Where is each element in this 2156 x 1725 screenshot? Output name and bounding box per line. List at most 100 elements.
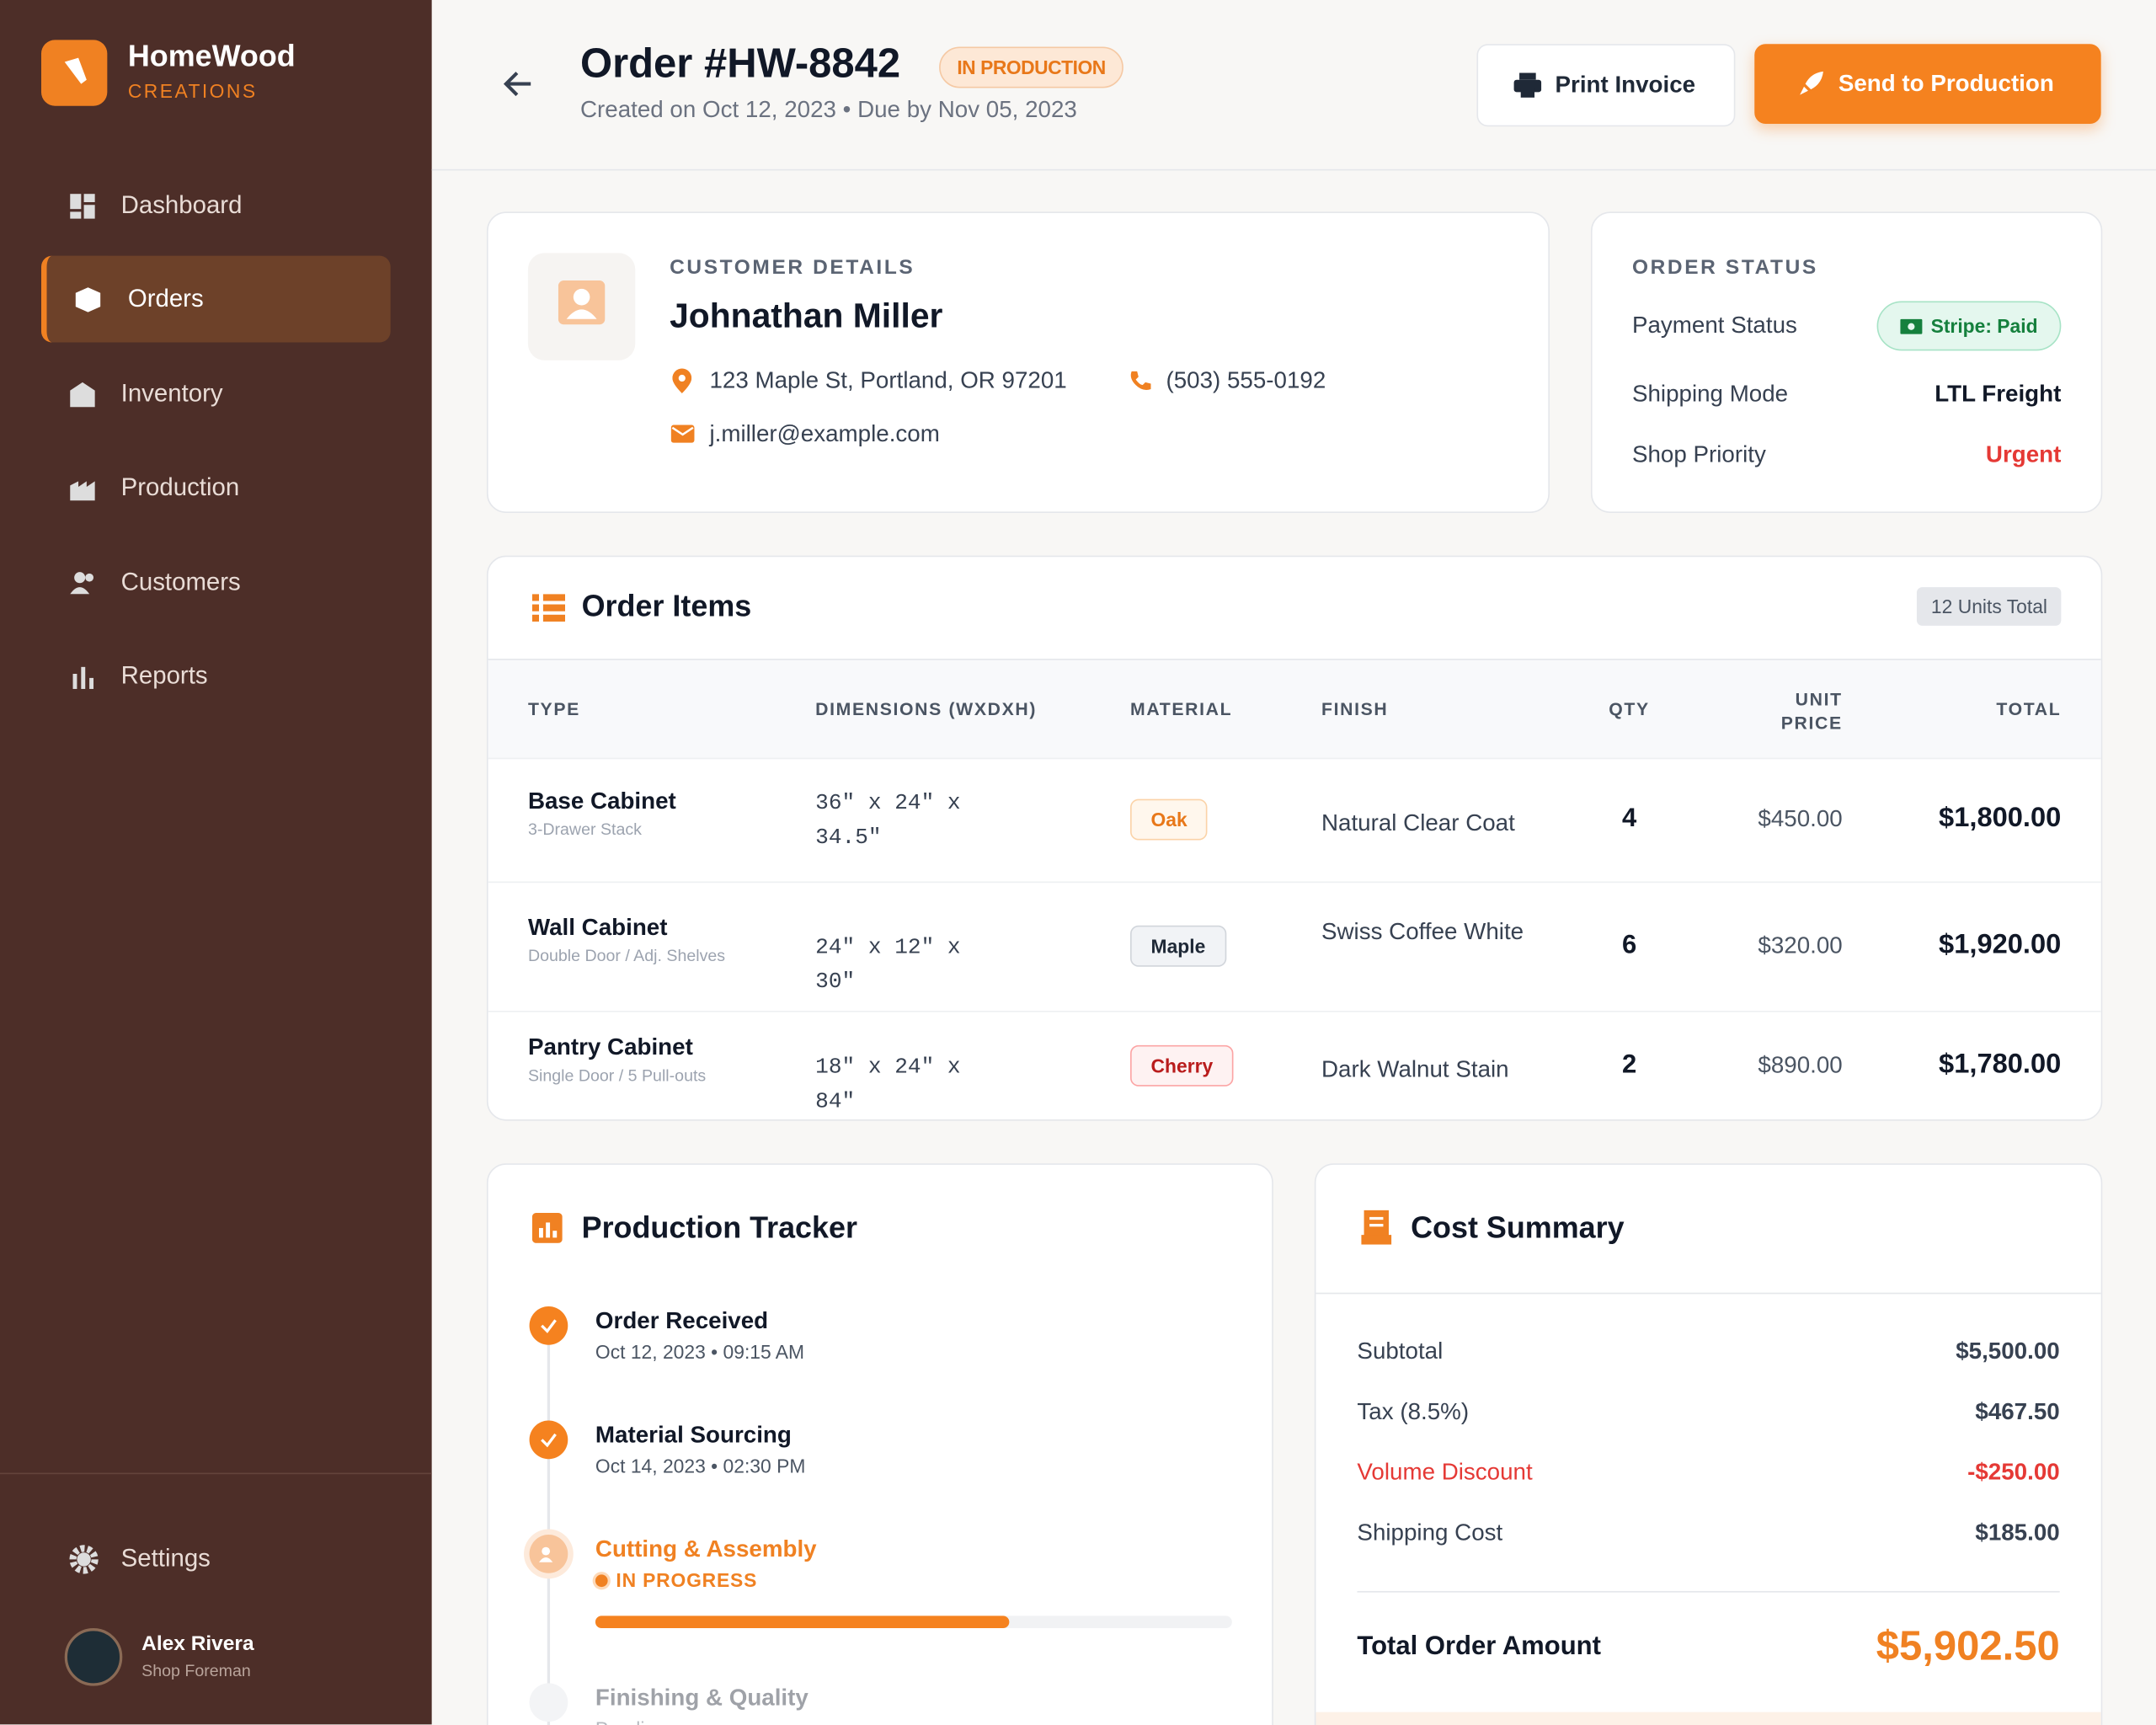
cost-label: Volume Discount	[1357, 1459, 1533, 1486]
nav-item[interactable]: Reports	[41, 633, 391, 719]
item-total: $1,920.00	[1939, 929, 2062, 960]
nav-item[interactable]: Inventory	[41, 350, 391, 437]
cost-label: Subtotal	[1357, 1338, 1444, 1365]
step-name: Material Sourcing	[595, 1422, 792, 1449]
step-done-icon	[529, 1306, 568, 1345]
step-done-icon	[529, 1420, 568, 1460]
step-status-text: IN PROGRESS	[616, 1568, 758, 1591]
column-header: UNIT PRICE	[1780, 688, 1843, 734]
nav-item[interactable]: Production	[41, 444, 391, 531]
send-button[interactable]: Send to Production	[1754, 44, 2101, 124]
step-name: Finishing & Quality	[595, 1684, 808, 1712]
total-label: Total Order Amount	[1357, 1632, 1601, 1662]
column-header: TYPE	[527, 698, 580, 719]
item-desc: 3-Drawer Stack	[527, 820, 642, 839]
item-type: Base Cabinet	[527, 788, 676, 814]
column-header: QTY	[1609, 698, 1650, 719]
item-unit-price: $320.00	[1758, 932, 1843, 959]
step: Material Sourcing Oct 14, 2023 • 02:30 PM	[595, 1422, 805, 1477]
item-desc: Double Door / Adj. Shelves	[527, 946, 726, 966]
customer-name: Johnathan Miller	[670, 296, 943, 336]
nav-label: Dashboard	[120, 190, 243, 219]
item-dims: 24" x 12" x 30"	[815, 935, 961, 995]
card-title: Cost Summary	[1411, 1210, 1625, 1245]
nav-label: Settings	[120, 1544, 211, 1573]
item-desc: Single Door / 5 Pull-outs	[527, 1065, 707, 1086]
user-name: Alex Rivera	[141, 1632, 254, 1656]
cost-row: Volume Discount -$250.00	[1357, 1459, 2059, 1487]
item-finish: Dark Walnut Stain	[1321, 1055, 1509, 1082]
status-label: Shipping Mode	[1631, 381, 1789, 408]
status-value: LTL Freight	[1935, 381, 2062, 408]
back-button[interactable]	[503, 69, 534, 99]
cost-summary-card: Cost Summary Subtotal $5,500.00 Tax (8.5%…	[1314, 1163, 2103, 1725]
step-active-icon	[529, 1535, 568, 1573]
nav-item[interactable]: Customers	[41, 539, 391, 626]
item-qty: 2	[1622, 1050, 1637, 1080]
step-time: Oct 14, 2023 • 02:30 PM	[595, 1455, 806, 1477]
subtitle: Created on Oct 12, 2023 • Due by Nov 05,…	[579, 96, 1077, 123]
cost-value: $467.50	[1975, 1398, 2060, 1425]
cost-label: Shipping Cost	[1357, 1519, 1503, 1546]
item-finish: Swiss Coffee White	[1321, 918, 1524, 945]
step: Finishing & Quality Pending	[595, 1685, 808, 1725]
cost-value: -$250.00	[1967, 1459, 2060, 1486]
cost-value: $5,500.00	[1956, 1338, 2060, 1365]
units-badge: 12 Units Total	[1917, 587, 2062, 626]
user-role: Shop Foreman	[141, 1661, 251, 1681]
phone: (503) 555-0192	[1166, 366, 1326, 393]
table-header: TYPE DIMENSIONS (WXDXH) MATERIAL FINISH …	[488, 659, 2101, 760]
item-dims: 36" x 24" x 34.5"	[815, 790, 961, 850]
customer-card: CUSTOMER DETAILS Johnathan Miller 123 Ma…	[486, 211, 1550, 513]
table-row: Wall Cabinet Double Door / Adj. Shelves 24…	[488, 881, 2101, 1012]
divider	[0, 1472, 432, 1475]
column-header: FINISH	[1321, 698, 1389, 719]
timeline-line	[547, 1327, 551, 1725]
card-title: Production Tracker	[581, 1210, 857, 1245]
step-pending-icon	[529, 1683, 568, 1722]
sidebar: HomeWood CREATIONS Dashboard Orders Inve…	[0, 0, 432, 1725]
status-label: Shop Priority	[1631, 441, 1766, 468]
page-title: Order #HW-8842	[579, 40, 901, 87]
button-label: Print Invoice	[1555, 71, 1696, 98]
nav-label: Reports	[120, 661, 208, 689]
item-finish: Natural Clear Coat	[1321, 809, 1515, 836]
item-total: $1,800.00	[1939, 803, 2062, 834]
status-label: Payment Status	[1631, 312, 1797, 339]
status-badge: IN PRODUCTION	[939, 46, 1124, 88]
nav-item[interactable]: Settings	[41, 1515, 391, 1602]
nav-label: Customers	[120, 568, 241, 595]
material-chip: Cherry	[1130, 1044, 1234, 1087]
divider	[1357, 1590, 2060, 1593]
progress-bar	[595, 1616, 1010, 1629]
order-items-card: Order Items 12 Units Total TYPE DIMENSIO…	[486, 555, 2103, 1121]
card-title: Order Items	[581, 588, 752, 623]
column-header: MATERIAL	[1130, 698, 1233, 719]
tagline: CREATIONS	[127, 79, 258, 102]
print-button[interactable]: Print Invoice	[1476, 44, 1736, 127]
cost-row: Subtotal $5,500.00	[1357, 1338, 2059, 1366]
section-label: CUSTOMER DETAILS	[670, 255, 915, 280]
production-tracker-card: Production Tracker Order Received Oct 12,…	[486, 1163, 1273, 1725]
table-row: Pantry Cabinet Single Door / 5 Pull-outs 1…	[488, 1010, 2101, 1119]
item-unit-price: $450.00	[1758, 805, 1843, 832]
progress-track	[595, 1616, 1232, 1629]
step-status: IN PROGRESS	[595, 1569, 817, 1591]
material-chip: Maple	[1130, 925, 1226, 967]
item-qty: 6	[1622, 931, 1637, 960]
section-label: ORDER STATUS	[1631, 255, 1818, 280]
email: j.miller@example.com	[709, 420, 940, 447]
cost-row: Tax (8.5%) $467.50	[1357, 1398, 2059, 1426]
cost-value: $185.00	[1975, 1519, 2060, 1546]
step: Order Received Oct 12, 2023 • 09:15 AM	[595, 1308, 804, 1363]
order-status-card: ORDER STATUS Payment Status Stripe: Paid…	[1590, 211, 2103, 513]
nav-label: Orders	[127, 284, 204, 312]
nav-item[interactable]: Dashboard	[41, 163, 391, 249]
item-unit-price: $890.00	[1758, 1051, 1843, 1078]
cost-row: Shipping Cost $185.00	[1357, 1519, 2059, 1547]
nav-item[interactable]: Orders	[40, 255, 391, 343]
total-value: $5,902.50	[1876, 1624, 2060, 1670]
